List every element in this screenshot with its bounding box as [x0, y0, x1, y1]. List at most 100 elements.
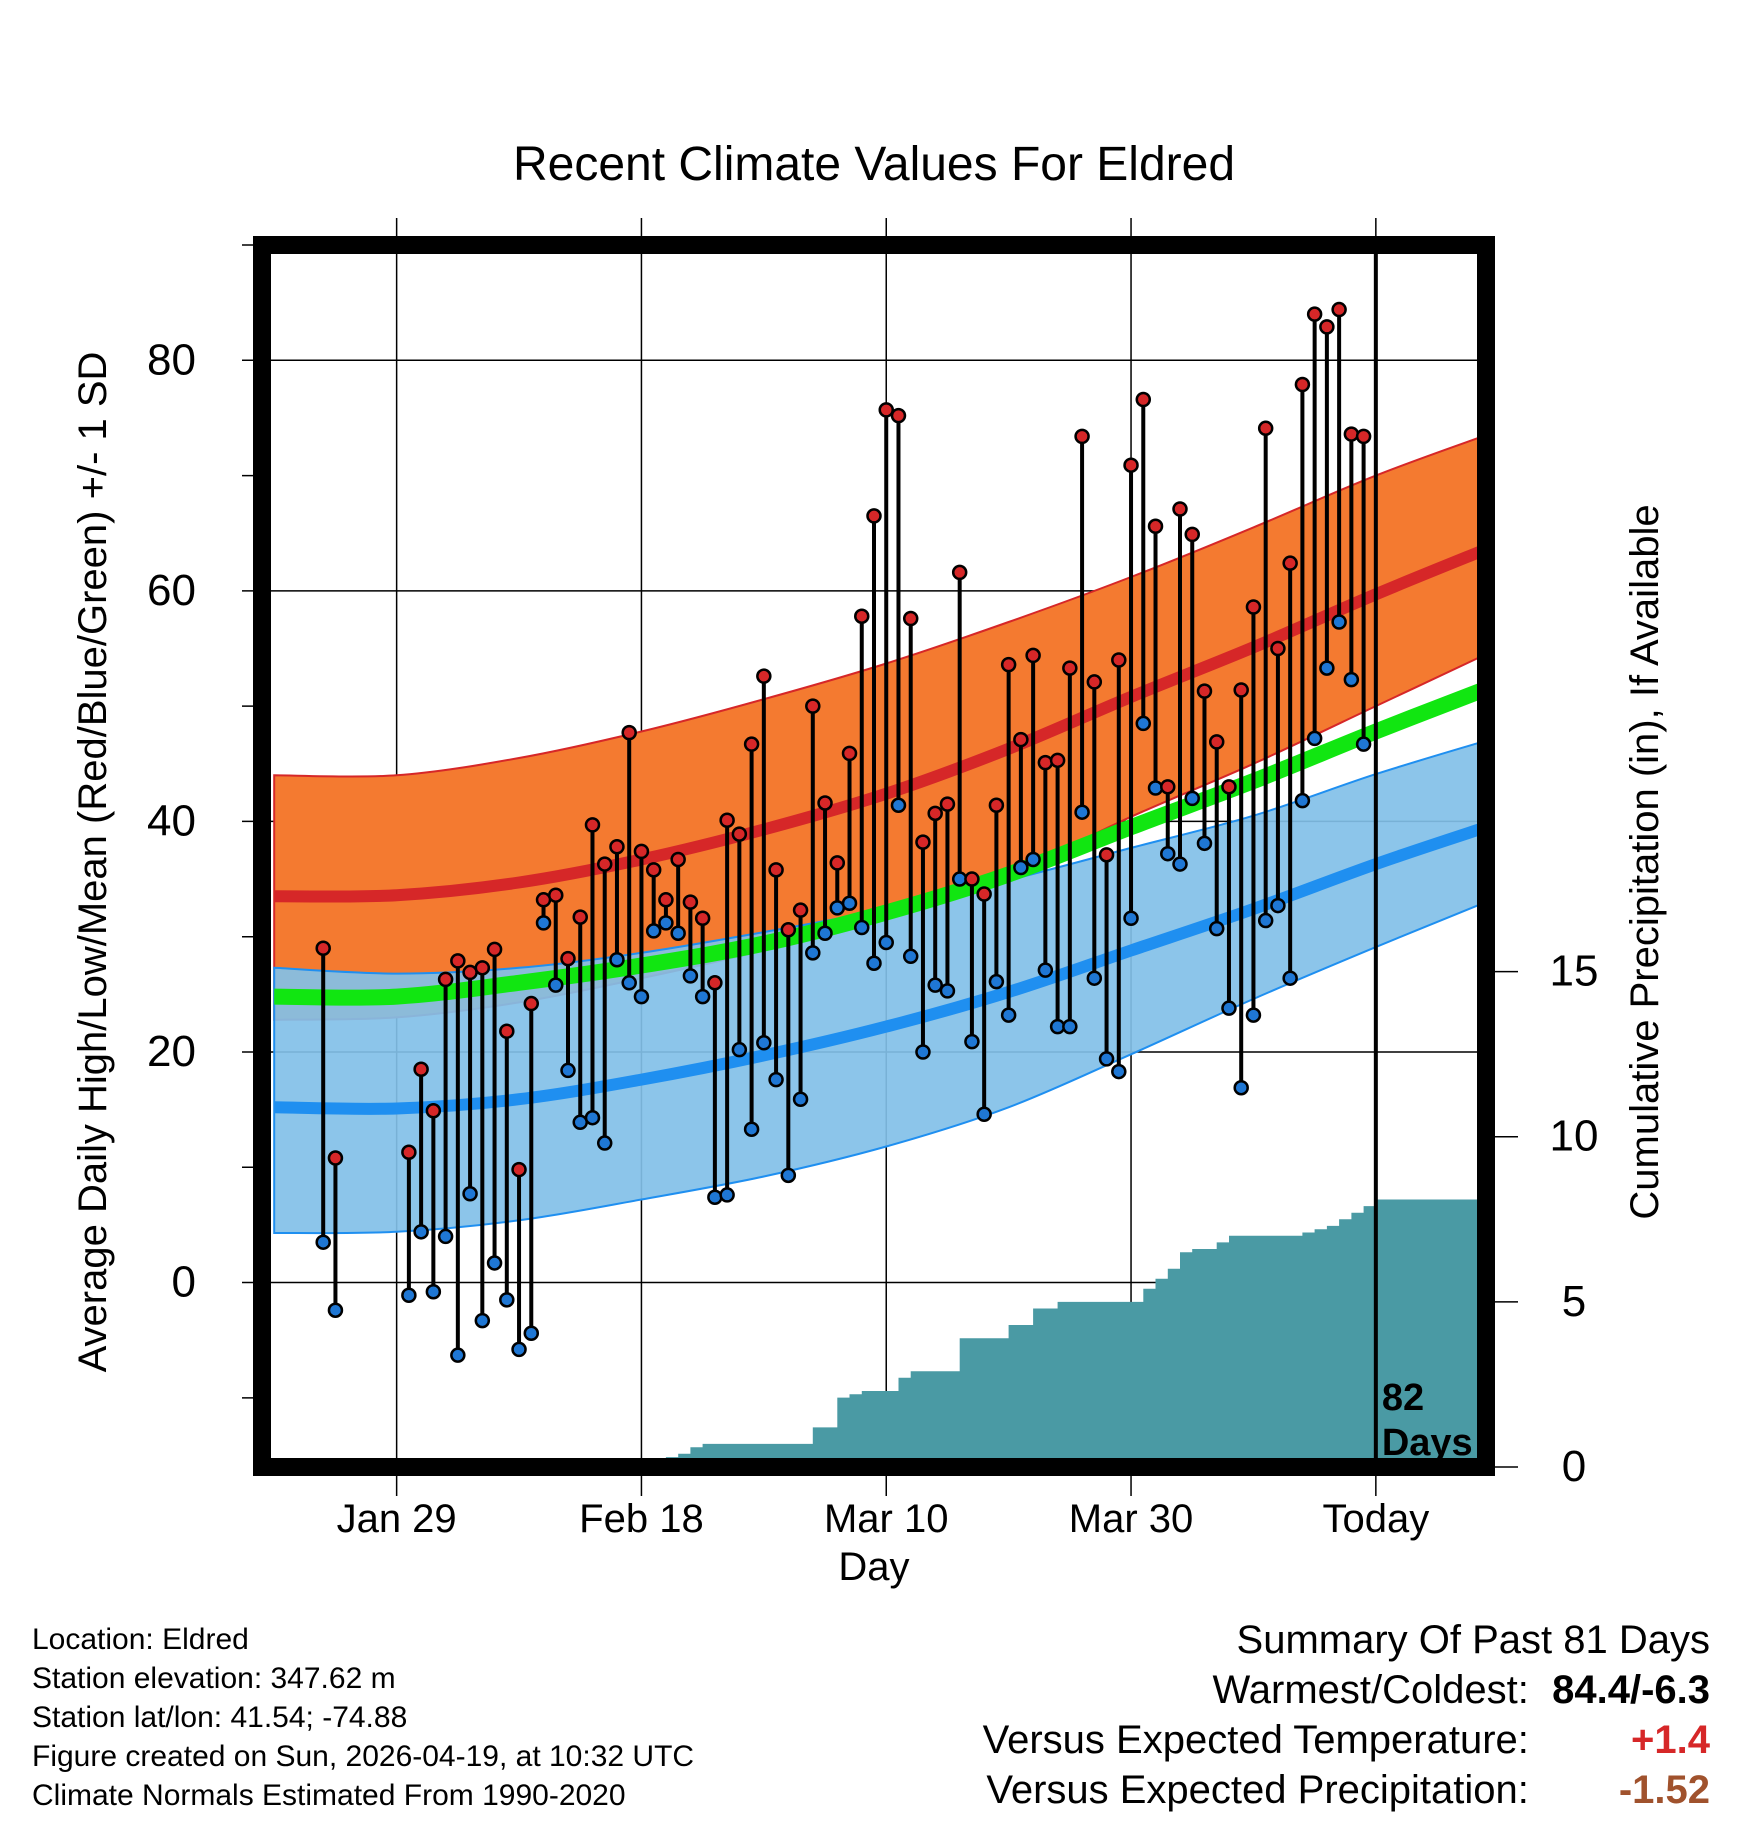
climate-chart: Recent Climate Values For Eldred 82Days …: [71, 138, 1667, 1589]
high-point: [584, 817, 601, 833]
high-point: [609, 839, 625, 855]
high-point: [1343, 426, 1360, 442]
low-point: [1000, 1007, 1017, 1023]
location-text: Location: Eldred: [32, 1623, 249, 1656]
high-point: [1049, 752, 1066, 769]
high-point: [694, 910, 711, 927]
high-point: [499, 1023, 515, 1039]
low-point: [1147, 780, 1164, 796]
low-point: [327, 1302, 344, 1318]
low-point: [1160, 845, 1176, 862]
low-point: [1221, 1000, 1237, 1016]
high-point: [1160, 779, 1176, 795]
high-point: [511, 1161, 527, 1178]
low-point: [694, 988, 711, 1005]
low-point: [988, 973, 1005, 990]
high-point: [1282, 555, 1298, 571]
high-point: [951, 564, 968, 581]
low-point: [658, 915, 674, 931]
summary-temp-row: Versus Expected Temperature: +1.4: [983, 1715, 1710, 1765]
normal-low-line: [274, 821, 1488, 1115]
x-tick-label: Jan 29: [337, 1497, 457, 1541]
low-point: [462, 1186, 478, 1202]
summary-precip-row: Versus Expected Precipitation: -1.52: [983, 1765, 1710, 1815]
low-point: [902, 948, 919, 965]
high-point: [682, 894, 699, 910]
high-point: [621, 724, 637, 741]
high-point: [902, 610, 919, 627]
y-tick-label: 20: [147, 1027, 196, 1076]
high-point: [792, 902, 809, 918]
high-point: [1221, 779, 1237, 795]
low-point: [1208, 920, 1225, 937]
high-point: [1257, 420, 1274, 437]
low-point: [511, 1341, 527, 1358]
high-point: [768, 862, 784, 878]
low-point: [1098, 1051, 1115, 1067]
high-point: [548, 887, 564, 903]
low-point: [731, 1041, 748, 1058]
low-point: [792, 1091, 809, 1107]
station-info: Location: Eldred Station elevation: 347.…: [32, 1620, 694, 1815]
summary-heading: Summary Of Past 81 Days: [1236, 1618, 1710, 1662]
low-point: [413, 1224, 429, 1240]
high-point: [939, 796, 956, 812]
high-point: [915, 834, 931, 850]
high-point: [645, 862, 662, 878]
precip-value: -1.52: [1618, 1768, 1710, 1812]
low-point: [841, 895, 858, 912]
low-point: [915, 1044, 931, 1060]
high-point: [1037, 754, 1054, 771]
high-point: [805, 698, 821, 714]
low-point: [425, 1284, 442, 1300]
low-point: [548, 977, 564, 993]
normals-text: Climate Normals Estimated From 1990-2020: [32, 1779, 626, 1812]
high-point: [401, 1144, 417, 1161]
low-point: [1196, 835, 1213, 852]
low-point: [1257, 912, 1274, 929]
high-point: [927, 805, 943, 822]
low-point: [1282, 970, 1298, 986]
high-point: [878, 402, 894, 418]
precipitation-area: [635, 1199, 1486, 1467]
y2-tick-label: 0: [1562, 1442, 1586, 1491]
high-point: [1135, 391, 1152, 408]
low-point: [633, 988, 650, 1005]
high-point: [486, 941, 503, 958]
high-point: [327, 1150, 344, 1166]
high-point: [633, 843, 650, 860]
high-point: [1245, 599, 1262, 615]
low-point: [437, 1228, 454, 1245]
plot-frame: [253, 236, 1495, 1476]
high-point: [890, 407, 907, 424]
high-point: [866, 508, 882, 524]
y2-axis-label: Cumulative Precipitation (in), If Availa…: [1623, 504, 1667, 1219]
daily-range-sticks: [321, 309, 1366, 1356]
low-point: [780, 1167, 797, 1184]
low-point: [1355, 736, 1372, 752]
high-point: [1184, 526, 1200, 543]
low-point: [535, 915, 552, 931]
low-point: [523, 1325, 540, 1342]
high-point: [964, 871, 980, 887]
summary-warmest-row: Warmest/Coldest: 84.4/-6.3: [983, 1665, 1711, 1715]
high-point: [743, 736, 760, 752]
high-point: [572, 909, 588, 925]
high-point: [1331, 301, 1347, 318]
today-days-label: Days: [1382, 1422, 1473, 1464]
precip-area: [635, 1199, 1486, 1467]
low-point: [939, 983, 956, 999]
high-point: [560, 950, 576, 967]
high-point: [780, 922, 797, 938]
high-point: [1123, 457, 1139, 473]
low-point: [964, 1033, 980, 1050]
low-point: [1025, 851, 1041, 868]
high-point: [670, 851, 686, 868]
summary-panel: Summary Of Past 81 Days Warmest/Coldest:…: [983, 1615, 1710, 1815]
x-tick-label: Feb 18: [579, 1497, 704, 1541]
latlon-text: Station lat/lon: 41.54; -74.88: [32, 1701, 408, 1734]
low-point: [890, 797, 907, 814]
high-point: [988, 797, 1005, 814]
high-point: [1062, 660, 1078, 676]
